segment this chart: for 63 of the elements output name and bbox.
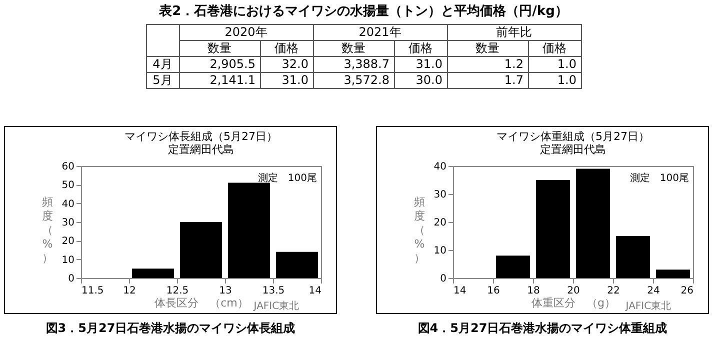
x-tick-label: 24 <box>647 286 660 296</box>
text: 31.0 <box>394 56 447 72</box>
x-tick-label: 11.5 <box>82 286 104 296</box>
text: 30.0 <box>394 72 447 88</box>
y-tick-label: 10 <box>434 246 446 256</box>
chart-title: マイワシ体長組成（5月27日） <box>124 130 278 143</box>
x-axis-title: 体長区分 （cm） <box>154 296 248 310</box>
text: 4月 <box>146 56 179 72</box>
text: 1.2 <box>447 56 528 72</box>
y-tick-label: 10 <box>62 254 74 266</box>
x-tick-label: 18 <box>527 286 540 296</box>
text: 3,388.7 <box>313 56 394 72</box>
text: 2,141.1 <box>179 72 260 88</box>
y-tick-label: 20 <box>62 236 74 248</box>
text: 2021年 <box>313 24 447 40</box>
x-tick-label: 22 <box>607 286 620 296</box>
y-tick-label: 40 <box>434 162 446 172</box>
x-tick-label: 13 <box>219 286 232 296</box>
x-tick-label: 14 <box>308 286 322 296</box>
text: JAFIC東北 <box>624 300 672 312</box>
text: 前年比 <box>447 24 581 40</box>
text: 3,572.8 <box>313 72 394 88</box>
x-tick-label: 13.5 <box>262 286 285 296</box>
text: JAFIC東北 <box>252 300 300 312</box>
text: 1.0 <box>528 72 581 88</box>
y-axis-title: 頻度（%） <box>42 196 53 264</box>
text: 5月 <box>146 72 179 88</box>
y-axis-title: 頻度（%） <box>414 196 425 264</box>
text: 数量 <box>447 40 528 56</box>
y-tick-label: 30 <box>434 190 446 200</box>
text: 価格 <box>394 40 447 56</box>
text: 1.7 <box>447 72 528 88</box>
y-tick-label: 0 <box>68 274 74 284</box>
x-tick-label: 12 <box>123 286 136 296</box>
x-tick-label: 12.5 <box>166 286 189 296</box>
chart-title: マイワシ体重組成（5月27日） <box>496 130 650 143</box>
text: 数量 <box>179 40 260 56</box>
annotation: 測定 100尾 <box>630 172 689 184</box>
text: 32.0 <box>260 56 313 72</box>
annotation: 測定 100尾 <box>258 172 317 184</box>
chart-subtitle: 定置網田代島 <box>168 143 234 156</box>
x-tick-label: 26 <box>680 286 694 296</box>
x-tick-label: 14 <box>454 286 466 296</box>
x-tick-label: 20 <box>567 286 580 296</box>
text: 1.0 <box>528 56 581 72</box>
caption: 図4．5月27日石巻港水揚のマイワシ体重組成 <box>416 320 668 337</box>
y-tick-label: 30 <box>62 218 74 228</box>
text: 表2．石巻港におけるマイワシの水揚量（トン）と平均価格（円/kg） <box>158 3 569 20</box>
y-tick-label: 20 <box>434 218 446 228</box>
text: 価格 <box>528 40 581 56</box>
text: 価格 <box>260 40 313 56</box>
y-tick-label: 50 <box>62 180 74 192</box>
text: 2020年 <box>179 24 313 40</box>
y-tick-label: 40 <box>62 198 74 210</box>
text: 31.0 <box>260 72 313 88</box>
x-tick-label: 16 <box>487 286 500 296</box>
text: 2,905.5 <box>179 56 260 72</box>
y-tick-label: 60 <box>62 162 74 172</box>
chart-subtitle: 定置網田代島 <box>540 143 606 156</box>
text: 数量 <box>313 40 394 56</box>
x-axis-title: 体重区分 （g） <box>532 296 616 310</box>
caption: 図3．5月27日石巻港水揚のマイワシ体長組成 <box>44 320 296 337</box>
y-tick-label: 0 <box>440 274 446 284</box>
